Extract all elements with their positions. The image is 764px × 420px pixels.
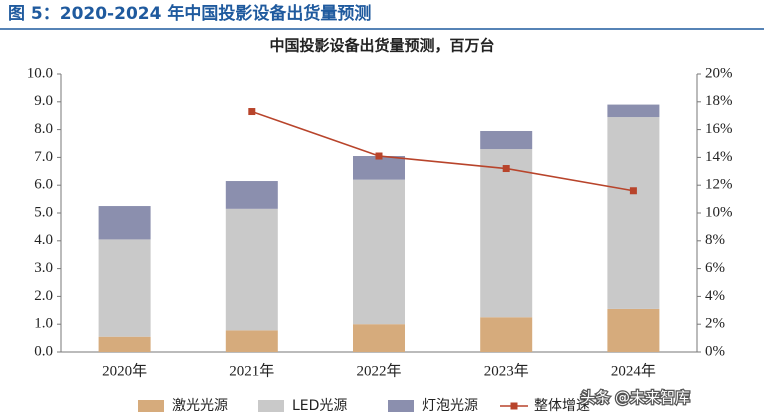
y-tick-label: 5.0 <box>34 204 53 220</box>
y-tick-label: 7.0 <box>34 149 53 165</box>
legend-label: 灯泡光源 <box>422 398 478 414</box>
y2-tick-label: 0% <box>705 343 725 359</box>
watermark: 头条 @未来智库 <box>580 389 690 407</box>
bar-segment <box>607 104 660 118</box>
legend-swatch <box>388 400 414 412</box>
y-tick-label: 9.0 <box>34 93 53 109</box>
y2-tick-label: 2% <box>705 316 725 332</box>
bar-segment <box>607 117 660 309</box>
y-tick-label: 6.0 <box>34 177 53 193</box>
legend-swatch <box>138 400 164 412</box>
x-tick-label: 2021年 <box>229 362 274 379</box>
bar-segment <box>353 156 405 180</box>
bar-segment <box>225 181 278 209</box>
y-tick-label: 4.0 <box>34 232 53 248</box>
line-marker <box>248 108 256 116</box>
bar-segment <box>480 317 533 352</box>
line <box>251 110 634 192</box>
line-marker <box>502 165 510 173</box>
legend-label: 整体增速 <box>534 398 590 414</box>
y-tick-label: 10.0 <box>27 65 53 81</box>
caption: 图 5：2020-2024 年中国投影设备出货量预测 <box>8 3 371 24</box>
bar-segment <box>480 149 533 318</box>
y-tick-label: 2.0 <box>34 288 53 304</box>
y-tick-label: 0.0 <box>34 343 53 359</box>
bar-segment <box>353 324 405 352</box>
legend-marker <box>510 402 518 410</box>
y-tick-label: 3.0 <box>34 260 53 276</box>
y2-tick-label: 10% <box>705 204 733 220</box>
bar-segment <box>98 336 151 352</box>
legend-label: LED光源 <box>292 398 347 414</box>
chart-title: 中国投影设备出货量预测，百万台 <box>269 37 494 55</box>
legend-label: 激光光源 <box>172 397 228 414</box>
y-tick-label: 1.0 <box>34 316 53 332</box>
bar-segment <box>607 308 660 352</box>
x-tick-label: 2022年 <box>356 362 401 379</box>
y-tick-label: 8.0 <box>34 121 53 137</box>
bar-segment <box>225 208 278 331</box>
line-marker <box>629 187 637 195</box>
y2-tick-label: 4% <box>705 288 725 304</box>
y2-tick-label: 8% <box>705 232 725 248</box>
bar-segment <box>98 206 151 240</box>
bar-segment <box>98 239 151 337</box>
y2-tick-label: 12% <box>705 177 733 193</box>
y2-tick-label: 6% <box>705 260 725 276</box>
bar-segment <box>353 179 405 325</box>
line-marker <box>375 152 383 160</box>
bar-segment <box>480 130 533 150</box>
x-tick-label: 2024年 <box>611 362 656 379</box>
bar-segment <box>225 330 278 352</box>
y2-tick-label: 18% <box>705 93 733 109</box>
legend-swatch <box>258 400 284 412</box>
x-tick-label: 2023年 <box>484 362 529 379</box>
y2-tick-label: 20% <box>705 65 733 81</box>
x-tick-label: 2020年 <box>102 362 147 379</box>
y2-tick-label: 16% <box>705 121 733 137</box>
y2-tick-label: 14% <box>705 149 733 165</box>
